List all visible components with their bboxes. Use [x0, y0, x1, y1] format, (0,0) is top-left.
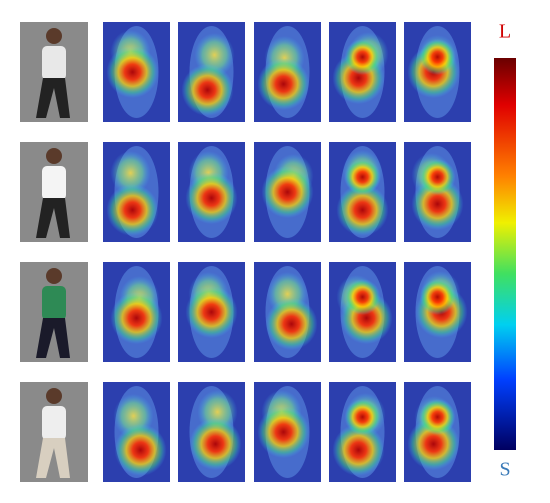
person-head [46, 28, 62, 44]
heatmap-blob [344, 399, 381, 435]
heatmap-blob [110, 292, 163, 344]
heatmap-blob [106, 184, 159, 236]
heatmap-blob [261, 166, 314, 218]
person-head [46, 148, 62, 164]
image-grid [20, 22, 471, 482]
heatmap-blob [419, 39, 456, 75]
heatmap-blob [265, 298, 318, 350]
person-head [46, 268, 62, 284]
heatmap-blob [419, 279, 456, 315]
heatmap-blob [185, 286, 238, 338]
person-legs [36, 198, 70, 238]
colorbar-bottom-label: S [499, 459, 510, 481]
person-torso [42, 286, 66, 320]
heatmap-blob [189, 418, 242, 470]
person-legs [36, 78, 70, 118]
heatmap-blob [332, 424, 385, 476]
heatmap-blob [257, 58, 310, 110]
heatmap-blob [336, 184, 389, 236]
heatmap-blob [344, 279, 381, 315]
person-torso [42, 46, 66, 80]
colorbar-top-label: L [499, 21, 511, 43]
heatmap-blob [106, 46, 159, 98]
heatmap-blob [344, 159, 381, 195]
person-torso [42, 406, 66, 440]
heatmap-blob [411, 178, 464, 230]
heatmap-blob [181, 64, 234, 116]
person-torso [42, 166, 66, 200]
heatmap-blob [419, 159, 456, 195]
heatmap-blob [257, 406, 310, 458]
heatmap-blob [110, 151, 151, 195]
colorbar [494, 58, 516, 450]
heatmap-blob [185, 172, 238, 224]
person-head [46, 388, 62, 404]
person-legs [36, 438, 70, 478]
heatmap-blob [344, 39, 381, 75]
person-legs [36, 318, 70, 358]
heatmap-blob [419, 399, 456, 435]
heatmap-blob [114, 424, 167, 476]
